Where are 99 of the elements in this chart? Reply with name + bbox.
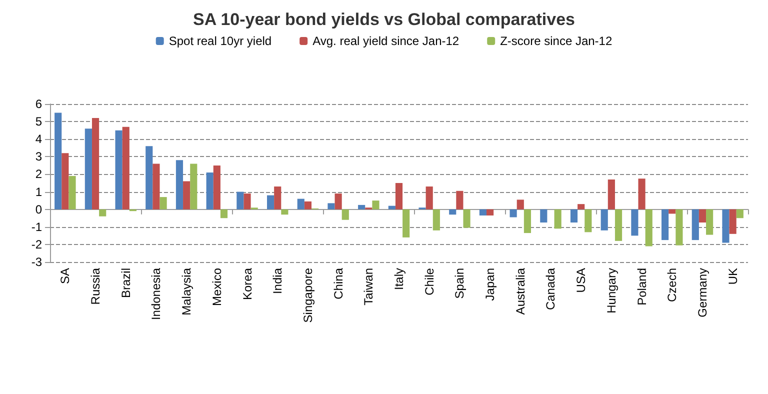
- x-tick-label: Korea: [240, 268, 254, 300]
- bar: [698, 209, 706, 222]
- bar: [99, 209, 106, 216]
- bar: [388, 206, 396, 210]
- x-tick-label: China: [331, 268, 346, 300]
- chart-title: SA 10-year bond yields vs Global comparatives: [192, 10, 576, 29]
- bar: [692, 209, 699, 240]
- y-tick-label: 2: [35, 167, 42, 182]
- bar: [220, 209, 228, 218]
- x-tick-label: Spain: [452, 268, 467, 299]
- bar: [479, 209, 487, 216]
- bar: [395, 183, 403, 210]
- bar: [115, 130, 122, 210]
- y-tick-label: 1: [35, 184, 42, 199]
- bar: [570, 209, 578, 222]
- y-tick-label: 3: [35, 150, 42, 164]
- bar: [426, 186, 433, 210]
- bar: [281, 209, 288, 215]
- bar: [456, 190, 464, 210]
- bar: [62, 153, 69, 210]
- bar: [463, 209, 470, 228]
- bar: [206, 172, 214, 210]
- bar: [524, 209, 532, 234]
- bar: [584, 209, 592, 232]
- bar: [631, 209, 638, 236]
- bar: [183, 181, 190, 210]
- bar: [614, 209, 622, 241]
- y-tick-label: -2: [31, 237, 42, 252]
- bar: [122, 126, 130, 210]
- y-tick-label: 0: [35, 202, 42, 216]
- bar: [92, 118, 100, 210]
- bar: [706, 209, 714, 235]
- y-tick-label: 6: [35, 97, 42, 111]
- x-tick-label: Canada: [544, 268, 558, 310]
- x-tick-label: Mexico: [210, 268, 224, 306]
- y-tick-label: 5: [35, 114, 42, 129]
- x-tick-label: Poland: [634, 268, 649, 306]
- y-tick-label: 4: [35, 132, 42, 146]
- legend-label: Avg. real yield since Jan-12: [312, 34, 460, 48]
- x-tick-label: Singapore: [300, 268, 315, 323]
- bar: [540, 209, 548, 222]
- bar: [722, 209, 730, 243]
- x-tick-label: SA: [58, 268, 72, 284]
- bar: [84, 128, 92, 210]
- x-tick-label: Hungary: [604, 268, 618, 314]
- bar: [190, 164, 198, 210]
- legend-label: Spot real 10yr yield: [168, 34, 272, 48]
- x-tick-label: Indonesia: [149, 268, 164, 320]
- x-tick-label: Italy: [392, 268, 406, 290]
- bar: [274, 186, 282, 210]
- x-tick-label: Malaysia: [180, 268, 194, 316]
- legend-label: Z-score since Jan-12: [500, 34, 612, 48]
- bar: [645, 209, 652, 246]
- bar: [676, 209, 683, 246]
- bar: [729, 209, 736, 234]
- bar: [54, 112, 62, 210]
- bar: [736, 209, 744, 218]
- x-tick-label: Taiwan: [362, 268, 376, 306]
- bar: [68, 176, 76, 210]
- x-tick-label: Japan: [483, 268, 498, 301]
- bar: [176, 160, 184, 210]
- x-tick-label: USA: [574, 268, 588, 293]
- bar: [668, 209, 676, 214]
- bar: [402, 209, 410, 238]
- bar: [600, 209, 608, 230]
- bar: [358, 204, 366, 210]
- y-tick-label: -1: [31, 220, 42, 234]
- bar: [432, 209, 440, 230]
- bar: [638, 178, 646, 210]
- bar: [266, 195, 274, 210]
- bar: [510, 209, 517, 218]
- x-tick-label: India: [270, 268, 285, 294]
- bar: [554, 209, 562, 229]
- bar: [334, 194, 342, 210]
- bar: [297, 198, 304, 210]
- x-tick-label: Germany: [695, 268, 710, 318]
- bar: [449, 209, 456, 215]
- bar: [146, 146, 153, 210]
- bar: [372, 200, 380, 210]
- bar: [236, 192, 244, 210]
- y-tick-label: -3: [31, 255, 42, 269]
- x-tick-label: Russia: [88, 268, 103, 305]
- x-tick-label: Chile: [422, 268, 436, 296]
- bar: [160, 197, 167, 210]
- x-tick-label: Czech: [665, 268, 680, 302]
- bar: [152, 164, 160, 210]
- bar: [486, 209, 494, 216]
- bar: [244, 194, 251, 210]
- bar: [578, 204, 585, 210]
- x-tick-label: Brazil: [118, 268, 133, 298]
- bar: [662, 209, 669, 240]
- bar: [608, 179, 615, 210]
- x-tick-label: UK: [726, 268, 740, 285]
- bar: [516, 200, 524, 210]
- bar: [213, 165, 220, 210]
- bar: [342, 209, 349, 220]
- x-tick-label: Australia: [513, 268, 528, 315]
- bar: [304, 201, 312, 210]
- bar: [328, 203, 335, 210]
